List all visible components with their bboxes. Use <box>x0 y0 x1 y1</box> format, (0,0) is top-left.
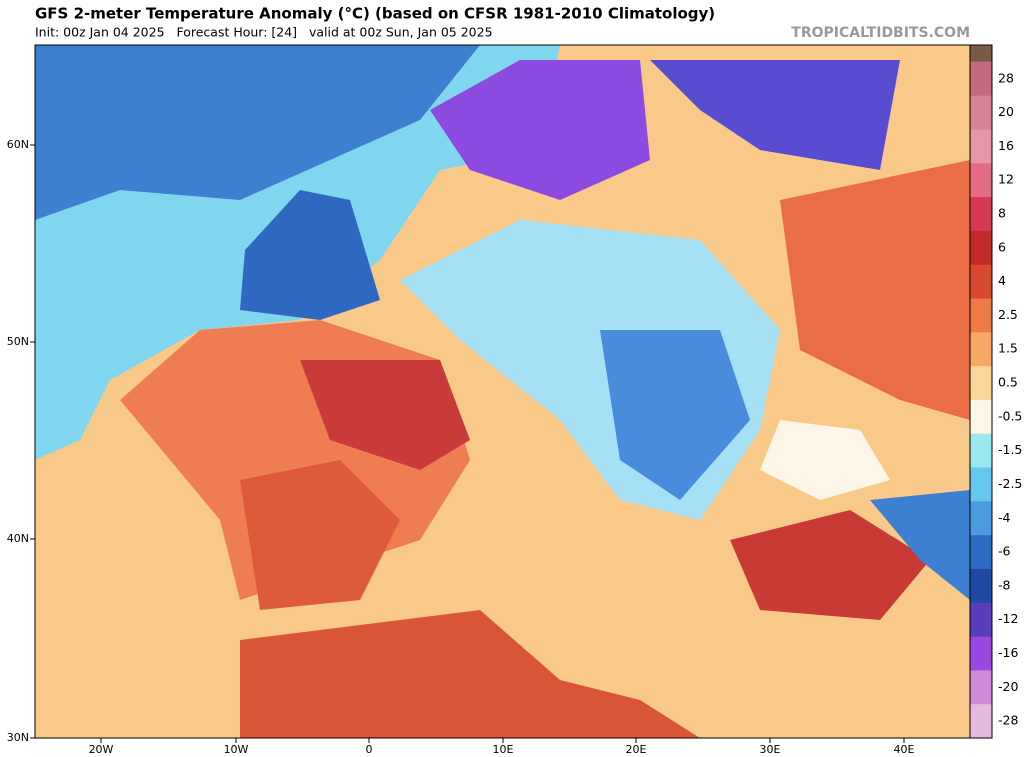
longitude-label: 0 <box>366 743 373 756</box>
russia-warm <box>780 160 970 420</box>
latitude-label: 60N <box>7 138 29 151</box>
colorbar-swatch <box>970 366 992 401</box>
france-hot <box>300 360 470 470</box>
colorbar: 28 20 16 12 8 6 4 2.5 1.5 0.5 -0.5 -1.5 -2.5 -4 -6 -8 -1… <box>969 44 1022 739</box>
colorbar-swatch <box>970 602 992 638</box>
colorbar-label: -6 <box>998 544 1011 559</box>
colorbar-swatch <box>970 399 992 435</box>
colorbar-swatch <box>970 61 992 97</box>
colorbar-label: -1.5 <box>998 442 1022 457</box>
cold-ocean-deep <box>35 45 480 220</box>
colorbar-label: -20 <box>998 679 1018 694</box>
colorbar-swatch <box>970 670 992 705</box>
colorbar-swatch <box>970 704 992 739</box>
longitude-label: 20E <box>626 743 647 756</box>
north-africa-warm <box>240 610 700 738</box>
colorbar-label: -2.5 <box>998 476 1022 491</box>
colorbar-swatch <box>970 535 992 570</box>
colorbar-swatch <box>970 230 992 266</box>
latitude-label: 50N <box>7 335 29 348</box>
colorbar-label: 4 <box>998 273 1006 288</box>
finland-cold <box>650 60 900 170</box>
colorbar-label: 8 <box>998 206 1006 221</box>
black-sea-neutral <box>760 420 890 500</box>
colorbar-label: -8 <box>998 577 1011 592</box>
turkey-hot <box>730 510 930 620</box>
colorbar-swatch <box>970 298 992 333</box>
scandinavia-cold <box>430 60 650 200</box>
longitude-label: 20W <box>89 743 114 756</box>
colorbar-swatch <box>970 467 992 502</box>
colorbar-label: -4 <box>998 510 1011 525</box>
colorbar-label: 0.5 <box>998 375 1018 390</box>
colorbar-label: -16 <box>998 645 1018 660</box>
colorbar-swatch <box>970 197 992 232</box>
colorbar-swatch <box>970 501 992 536</box>
colorbar-label: 20 <box>998 104 1014 119</box>
latitude-label: 30N <box>7 731 29 744</box>
balkans-cold <box>600 330 750 500</box>
colorbar-label: -28 <box>998 713 1018 728</box>
watermark: TROPICALTIDBITS.COM <box>791 25 970 41</box>
colorbar-cap <box>970 45 992 62</box>
colorbar-frame <box>969 44 993 739</box>
colorbar-label: 1.5 <box>998 341 1018 356</box>
colorbar-swatch <box>970 568 992 604</box>
colorbar-swatch <box>970 332 992 367</box>
latitude-label: 40N <box>7 532 29 545</box>
colorbar-label: 2.5 <box>998 307 1018 322</box>
subtitle: Init: 00z Jan 04 2025 Forecast Hour: [24… <box>35 25 493 40</box>
caucasus-cold <box>870 490 970 600</box>
longitude-label: 10W <box>224 743 249 756</box>
colorbar-swatch <box>970 129 992 164</box>
title: GFS 2-meter Temperature Anomaly (°C) (ba… <box>35 5 715 23</box>
iberia-warm <box>240 460 400 610</box>
colorbar-label: 12 <box>998 172 1014 187</box>
colorbar-label: 28 <box>998 70 1014 85</box>
longitude-label: 40E <box>894 743 915 756</box>
colorbar-label: 16 <box>998 138 1014 153</box>
colorbar-swatch <box>970 433 992 469</box>
colorbar-swatch <box>970 95 992 131</box>
map-field <box>35 45 970 738</box>
colorbar-label: -12 <box>998 611 1018 626</box>
colorbar-label: -0.5 <box>998 408 1022 423</box>
colorbar-swatch <box>970 163 992 198</box>
longitude-label: 10E <box>493 743 514 756</box>
colorbar-swatch <box>970 264 992 300</box>
colorbar-label: 6 <box>998 239 1006 254</box>
colorbar-swatch <box>970 636 992 671</box>
longitude-label: 30E <box>760 743 781 756</box>
uk-cold <box>240 190 380 320</box>
